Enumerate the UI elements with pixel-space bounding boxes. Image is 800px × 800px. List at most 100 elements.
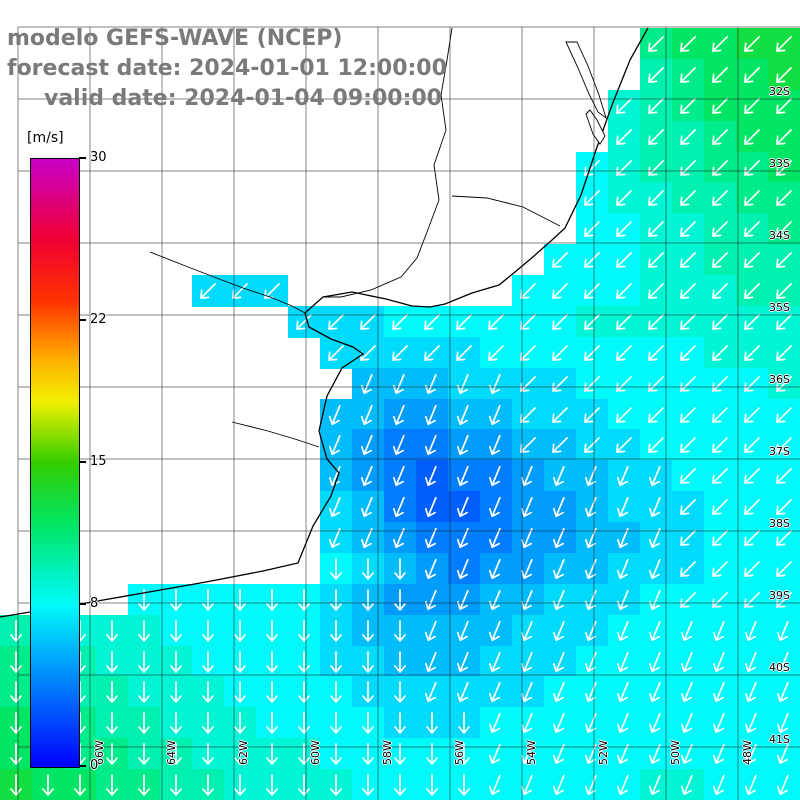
wind-cell <box>608 306 640 338</box>
wind-arrow-icon <box>138 620 150 642</box>
wind-cell <box>608 121 640 153</box>
wind-cell <box>672 28 704 60</box>
wind-cell <box>640 738 672 770</box>
wind-cell <box>416 707 448 739</box>
wind-arrow-icon <box>776 221 792 237</box>
wind-arrow-icon <box>456 404 469 426</box>
wind-cell <box>640 244 672 276</box>
wind-arrow-icon <box>202 774 214 796</box>
wind-arrow-icon <box>776 681 789 703</box>
wind-arrow-icon <box>170 651 182 673</box>
wind-cell <box>768 182 800 214</box>
wind-cell <box>544 337 576 369</box>
wind-arrow-icon <box>744 651 757 673</box>
wind-arrow-icon <box>488 743 501 765</box>
wind-arrow-icon <box>712 129 728 145</box>
wind-arrow-icon <box>776 129 792 145</box>
wind-arrow-icon <box>584 407 600 423</box>
wind-arrow-icon <box>392 527 405 549</box>
wind-arrow-icon <box>202 620 214 642</box>
wind-arrow-icon <box>234 620 246 642</box>
wind-cell <box>704 707 736 739</box>
wind-cell <box>576 399 608 431</box>
wind-arrow-icon <box>360 527 373 549</box>
wind-arrow-icon <box>330 712 342 734</box>
wind-cell <box>384 337 416 369</box>
wind-arrow-icon <box>488 434 501 456</box>
wind-cell <box>160 707 192 739</box>
wind-cell <box>672 460 704 492</box>
wind-cell <box>608 368 640 400</box>
wind-arrow-icon <box>680 407 696 423</box>
wind-cell <box>640 337 672 369</box>
wind-cell <box>320 491 352 523</box>
wind-cell <box>640 460 672 492</box>
wind-arrow-icon <box>712 530 728 546</box>
wind-cell <box>224 707 256 739</box>
wind-arrow-icon <box>680 314 696 330</box>
wind-arrow-icon <box>584 437 600 453</box>
wind-arrow-icon <box>712 67 728 83</box>
wind-cell <box>544 615 576 647</box>
wind-cell <box>672 707 704 739</box>
wind-arrow-icon <box>680 620 693 642</box>
wind-cell <box>608 429 640 461</box>
wind-arrow-icon <box>584 221 600 237</box>
wind-cell <box>544 553 576 585</box>
wind-cell <box>512 368 544 400</box>
wind-arrow-icon <box>394 620 406 642</box>
wind-cell <box>320 337 352 369</box>
wind-cell <box>608 615 640 647</box>
wind-cell <box>416 738 448 770</box>
wind-cell <box>672 182 704 214</box>
wind-cell <box>736 584 768 616</box>
wind-cell <box>736 738 768 770</box>
wind-cell <box>128 646 160 678</box>
wind-arrow-icon <box>712 712 725 734</box>
wind-cell <box>704 553 736 585</box>
wind-arrow-icon <box>648 67 664 83</box>
wind-cell <box>448 615 480 647</box>
wind-cell <box>384 615 416 647</box>
wind-cell <box>608 399 640 431</box>
wind-arrow-icon <box>552 743 565 765</box>
wind-arrow-icon <box>552 651 565 673</box>
wind-arrow-icon <box>680 712 693 734</box>
wind-cell <box>256 707 288 739</box>
wind-cell <box>160 615 192 647</box>
wind-cell <box>704 522 736 554</box>
wind-cell <box>672 615 704 647</box>
wind-arrow-icon <box>424 527 437 549</box>
wind-arrow-icon <box>394 681 406 703</box>
wind-cell <box>544 275 576 307</box>
wind-arrow-icon <box>362 558 374 580</box>
wind-arrow-icon <box>648 36 664 52</box>
wind-cell <box>224 615 256 647</box>
wind-cell <box>160 676 192 708</box>
wind-arrow-icon <box>680 743 693 765</box>
wind-cell <box>0 615 32 647</box>
wind-arrow-icon <box>648 620 661 642</box>
wind-cell <box>32 769 64 800</box>
wind-arrow-icon <box>680 681 693 703</box>
wind-arrow-icon <box>776 437 792 453</box>
wind-cell <box>416 491 448 523</box>
wind-arrow-icon <box>138 774 150 796</box>
wind-arrow-icon <box>170 620 182 642</box>
wind-cell <box>736 182 768 214</box>
wind-arrow-icon <box>42 774 54 796</box>
wind-arrow-icon <box>680 98 696 114</box>
wind-cell <box>544 399 576 431</box>
wind-arrow-icon <box>616 314 632 330</box>
wind-cell <box>384 399 416 431</box>
wind-cell <box>672 90 704 122</box>
wind-cell <box>320 646 352 678</box>
wind-cell <box>512 676 544 708</box>
wind-cell <box>384 460 416 492</box>
wind-cell <box>768 59 800 91</box>
wind-arrow-icon <box>424 620 437 642</box>
wind-cell <box>704 460 736 492</box>
wind-arrow-icon <box>456 465 469 487</box>
wind-cell <box>672 399 704 431</box>
wind-arrow-icon <box>552 620 565 642</box>
